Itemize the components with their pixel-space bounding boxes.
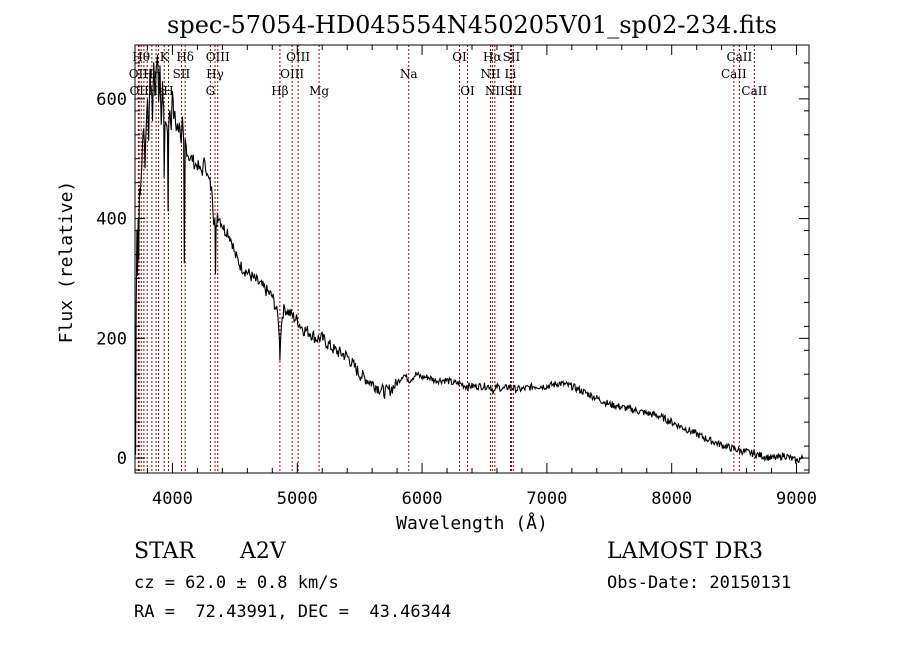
y-tick-label: 200 (96, 329, 127, 349)
line-marker-label: H (163, 84, 173, 98)
line-marker-label: G (206, 84, 216, 98)
observation-date: Obs-Date: 20150131 (607, 573, 792, 593)
ra-dec-coordinates: RA = 72.43991, DEC = 43.46344 (134, 602, 452, 622)
chart-title: spec-57054-HD045554N450205V01_sp02-234.f… (167, 11, 777, 39)
spectral-line-labels: OIIOIIHθHηHεKHSIIHδGHγOIIIHβOIIIOIIIMgNa… (129, 50, 768, 98)
line-marker-label: Li (505, 67, 517, 81)
x-tick-label: 8000 (651, 489, 692, 509)
x-tick-label: 9000 (776, 489, 817, 509)
y-tick-label: 0 (117, 449, 127, 469)
line-marker-label: OIII (280, 67, 304, 81)
survey-name: LAMOST DR3 (607, 539, 763, 564)
line-marker-label: CaII (741, 84, 767, 98)
x-tick-label: 5000 (277, 489, 318, 509)
line-marker-label: Hθ (132, 50, 150, 64)
line-marker-label: SII (173, 67, 191, 81)
line-marker-label: SII (503, 50, 521, 64)
y-tick-label: 400 (96, 210, 127, 230)
spectral-line-markers (137, 45, 755, 473)
line-marker-label: SII (504, 84, 522, 98)
line-marker-label: NII (485, 84, 505, 98)
line-marker-label: OIII (206, 50, 230, 64)
line-marker-label: OII (129, 67, 149, 81)
line-marker-label: Hγ (206, 67, 224, 81)
axes: 4000 5000 6000 7000 8000 9000 0 200 400 600 (96, 45, 817, 509)
x-axis-label: Wavelength (Å) (396, 512, 548, 534)
line-marker-label: Hδ (176, 50, 194, 64)
y-tick-label: 600 (96, 90, 127, 110)
line-marker-label: Mg (309, 84, 329, 98)
line-marker-label: Hβ (271, 84, 288, 98)
x-tick-label: 4000 (152, 489, 193, 509)
line-marker-label: CaII (721, 67, 747, 81)
object-class: STAR (134, 539, 195, 564)
line-marker-label: OI (460, 84, 475, 98)
line-marker-label: Hα (483, 50, 502, 64)
object-subclass: A2V (240, 539, 286, 564)
line-marker-label: OI (452, 50, 467, 64)
redshift-velocity: cz = 62.0 ± 0.8 km/s (134, 573, 339, 593)
line-marker-label: CaII (726, 50, 752, 64)
x-tick-label: 6000 (402, 489, 443, 509)
line-marker-label: OIII (286, 50, 310, 64)
plot-frame (134, 44, 810, 474)
line-marker-label: NII (480, 67, 500, 81)
x-tick-label: 7000 (526, 489, 567, 509)
y-axis-label: Flux (relative) (56, 181, 77, 344)
spectrum-line (134, 54, 804, 464)
line-marker-label: OII (129, 84, 149, 98)
line-marker-label: Na (400, 67, 418, 81)
line-marker-label: K (160, 50, 170, 64)
